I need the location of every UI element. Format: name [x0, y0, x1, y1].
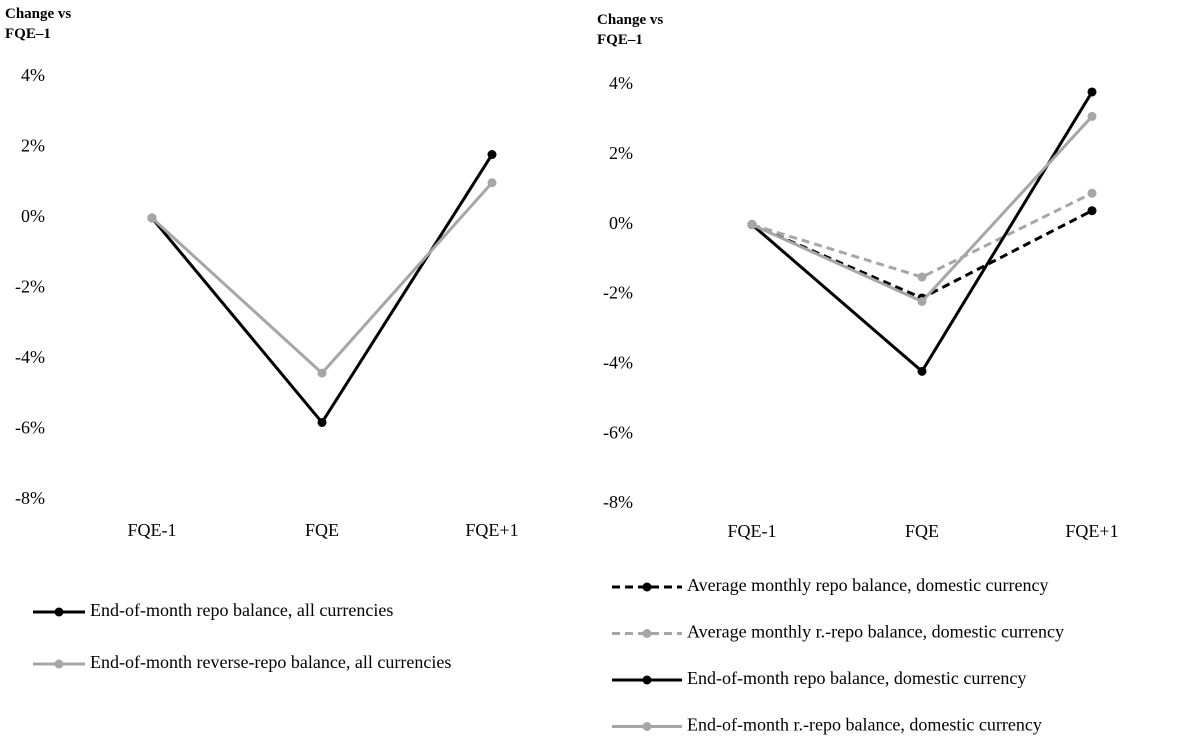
legend-marker — [642, 675, 652, 685]
data-point — [1087, 188, 1097, 198]
data-point — [487, 150, 497, 160]
legend-marker — [642, 722, 652, 731]
legend-label: End-of-month repo balance, all currencie… — [90, 600, 393, 620]
series-line — [751, 191, 1093, 279]
series-line — [751, 91, 1094, 374]
data-point — [747, 220, 757, 230]
x-tick-label: FQE+1 — [1065, 521, 1118, 541]
y-tick-label: 0% — [609, 213, 633, 233]
data-point — [1087, 111, 1097, 121]
x-tick-label: FQE+1 — [465, 520, 518, 540]
legend-marker — [642, 582, 652, 592]
y-tick-label: 2% — [21, 136, 45, 156]
legend-marker — [54, 659, 64, 669]
legend-label: End-of-month r.-repo balance, domestic c… — [687, 715, 1042, 735]
y-tick-label: -4% — [603, 352, 633, 372]
legend-label: Average monthly r.-repo balance, domesti… — [687, 622, 1064, 642]
x-tick-label: FQE-1 — [728, 521, 777, 541]
legend-label: End-of-month repo balance, domestic curr… — [687, 668, 1026, 688]
y-tick-label: 0% — [21, 206, 45, 226]
y-tick-label: 2% — [609, 143, 633, 163]
series-line — [150, 153, 494, 425]
data-point — [917, 366, 927, 376]
y-tick-label: 4% — [21, 65, 45, 85]
y-axis-label: Change vs FQE–1 — [597, 12, 664, 48]
y-tick-label: 4% — [609, 73, 633, 93]
data-point — [917, 296, 927, 306]
y-tick-label: -6% — [15, 418, 45, 438]
data-point — [1087, 206, 1097, 216]
y-tick-label: -6% — [603, 422, 633, 442]
legend-label: End-of-month reverse-repo balance, all c… — [90, 652, 451, 672]
legend-marker — [642, 629, 652, 638]
data-point — [317, 417, 327, 427]
data-point — [317, 368, 327, 378]
legend-label: Average monthly repo balance, domestic c… — [687, 575, 1049, 595]
x-tick-label: FQE-1 — [128, 520, 177, 540]
y-axis-label: Change vs FQE–1 — [5, 6, 72, 42]
y-tick-label: -2% — [603, 283, 633, 303]
legend-marker — [54, 607, 64, 617]
data-point — [917, 272, 927, 282]
x-tick-label: FQE — [905, 521, 939, 541]
data-point — [147, 213, 157, 223]
data-point — [1087, 87, 1097, 97]
y-tick-label: -8% — [603, 492, 633, 512]
x-tick-label: FQE — [305, 520, 339, 540]
y-tick-label: -8% — [15, 488, 45, 508]
data-point — [487, 178, 497, 188]
y-tick-label: -2% — [15, 277, 45, 297]
series-line — [751, 209, 1093, 300]
y-tick-label: -4% — [15, 347, 45, 367]
